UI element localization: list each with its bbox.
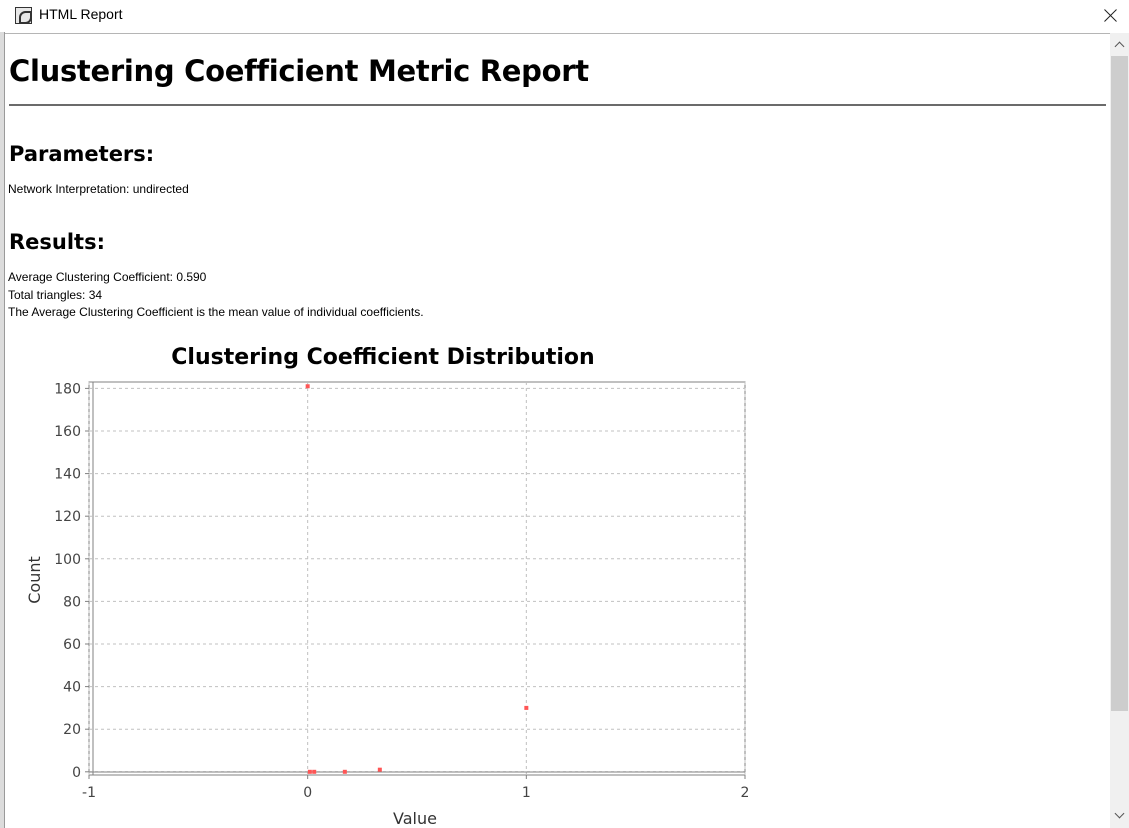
y-axis-label: Count xyxy=(25,556,44,604)
data-point xyxy=(307,769,312,774)
y-tick-label: 180 xyxy=(54,381,81,397)
data-point xyxy=(342,769,347,774)
y-tick-label: 160 xyxy=(54,424,81,440)
data-point xyxy=(305,384,310,389)
results-heading: Results: xyxy=(9,230,105,254)
data-point xyxy=(312,769,317,774)
y-tick-label: 40 xyxy=(63,680,81,696)
y-tick-label: 0 xyxy=(72,765,81,781)
x-tick-label: 1 xyxy=(522,785,531,801)
scroll-up-arrow-icon[interactable] xyxy=(1110,33,1129,55)
y-tick-label: 100 xyxy=(54,552,81,568)
chart-title: Clustering Coefficient Distribution xyxy=(171,345,594,370)
window-frame-left xyxy=(0,32,5,828)
y-tick-label: 60 xyxy=(63,637,81,653)
y-tick-label: 20 xyxy=(63,722,81,738)
x-axis-label: Value xyxy=(393,809,437,828)
scroll-thumb[interactable] xyxy=(1111,56,1128,711)
x-tick-label: -1 xyxy=(82,785,96,801)
y-tick-label: 80 xyxy=(63,594,81,610)
parameter-network-interpretation: Network Interpretation: undirected xyxy=(8,182,189,196)
plot-area xyxy=(88,381,746,776)
x-tick-label: 0 xyxy=(303,785,312,801)
clustering-coefficient-chart: Clustering Coefficient Distribution 0204… xyxy=(25,345,749,828)
app-icon xyxy=(15,7,32,24)
vertical-scrollbar[interactable] xyxy=(1110,33,1129,828)
result-average-coefficient: Average Clustering Coefficient: 0.590 xyxy=(8,270,207,284)
chart-points xyxy=(305,384,529,774)
result-total-triangles: Total triangles: 34 xyxy=(8,288,103,302)
x-tick-label: 2 xyxy=(741,785,750,801)
report-content: Clustering Coefficient Metric Report Par… xyxy=(5,33,1110,828)
report-title: Clustering Coefficient Metric Report xyxy=(9,54,589,88)
parameters-heading: Parameters: xyxy=(9,142,155,166)
y-tick-label: 140 xyxy=(54,467,81,483)
title-divider xyxy=(9,104,1106,106)
data-point xyxy=(524,705,529,710)
window-titlebar: HTML Report xyxy=(0,0,1129,32)
window-title: HTML Report xyxy=(39,6,123,22)
result-description: The Average Clustering Coefficient is th… xyxy=(8,305,424,319)
y-tick-label: 120 xyxy=(54,509,81,525)
data-point xyxy=(377,767,382,772)
close-button[interactable] xyxy=(1094,0,1129,32)
scroll-down-arrow-icon[interactable] xyxy=(1110,806,1129,828)
